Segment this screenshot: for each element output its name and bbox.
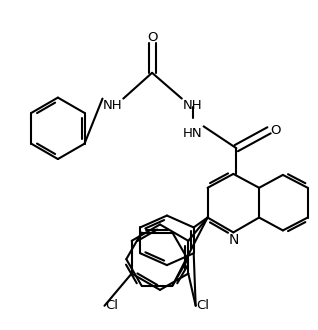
Text: HN: HN [183,127,203,140]
Text: N: N [228,233,238,248]
Text: NH: NH [103,99,122,112]
Text: O: O [271,124,281,137]
Text: Cl: Cl [197,299,210,312]
Text: O: O [147,31,157,44]
Text: Cl: Cl [106,299,119,312]
Text: NH: NH [183,99,203,112]
